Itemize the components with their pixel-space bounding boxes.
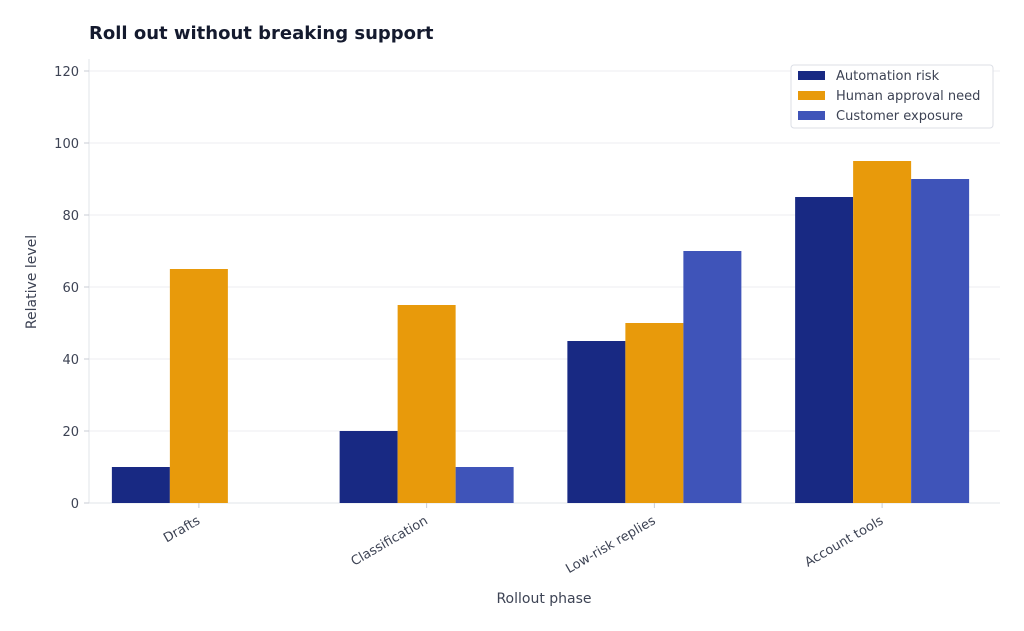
bar-human-approval-need-drafts — [169, 269, 228, 503]
bar-automation-risk-drafts — [111, 467, 170, 503]
legend-swatch-human-approval-need — [798, 91, 825, 100]
x-axis-ticks: Drafts Classification Low-risk replies Acco… — [161, 503, 886, 577]
legend-label-customer-exposure: Customer exposure — [836, 109, 963, 124]
bar-automation-risk-classification — [339, 431, 398, 503]
y-tick-label: 40 — [62, 353, 79, 368]
legend-label-human-approval-need: Human approval need — [836, 89, 980, 104]
x-tick-label: Low-risk replies — [563, 513, 658, 577]
y-tick-label: 120 — [54, 65, 79, 80]
bar-automation-risk-low-risk-replies — [567, 341, 626, 503]
legend-swatch-automation-risk — [798, 71, 825, 80]
x-axis-label: Rollout phase — [496, 591, 591, 607]
bar-customer-exposure-account-tools — [911, 179, 970, 503]
y-tick-label: 100 — [54, 137, 79, 152]
legend: Automation risk Human approval need Cust… — [790, 64, 994, 129]
bar-human-approval-need-account-tools — [853, 161, 912, 503]
x-tick-label: Classification — [349, 513, 431, 569]
bar-human-approval-need-low-risk-replies — [625, 323, 684, 503]
y-axis-label: Relative level — [24, 235, 40, 329]
bar-human-approval-need-classification — [397, 305, 456, 503]
legend-swatch-customer-exposure — [798, 111, 825, 120]
y-tick-label: 20 — [62, 425, 79, 440]
y-tick-label: 0 — [71, 497, 79, 512]
x-tick-label: Drafts — [161, 513, 203, 546]
bars — [111, 161, 970, 503]
bar-customer-exposure-low-risk-replies — [683, 251, 742, 503]
legend-label-automation-risk: Automation risk — [836, 69, 940, 84]
bar-automation-risk-account-tools — [795, 197, 854, 503]
legend-box — [790, 64, 994, 129]
y-tick-label: 80 — [62, 209, 79, 224]
bar-customer-exposure-classification — [455, 467, 514, 503]
chart-title: Roll out without breaking support — [89, 23, 434, 44]
y-axis-ticks: 0 20 40 60 80 100 120 — [54, 65, 89, 512]
x-tick-label: Account tools — [802, 513, 886, 570]
y-tick-label: 60 — [62, 281, 79, 296]
